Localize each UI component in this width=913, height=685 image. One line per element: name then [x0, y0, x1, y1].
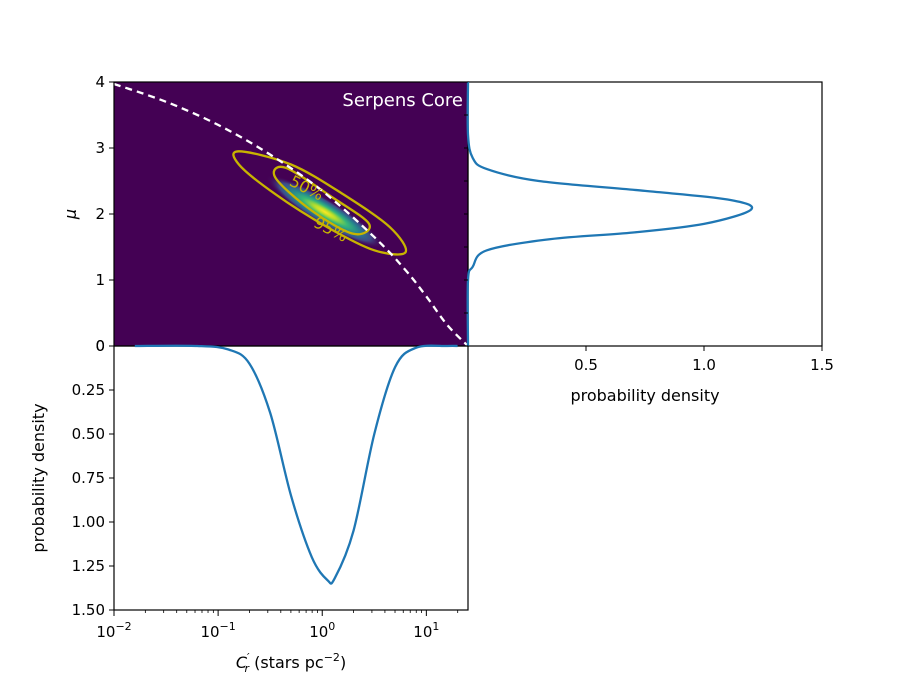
right-x-label: probability density [570, 386, 719, 405]
bottom-y-tick-label: 1.25 [72, 557, 105, 575]
right-x-ticks: 0.5 1.0 1.5 [464, 81, 834, 374]
bottom-y-tick-label: 0.75 [72, 469, 105, 487]
panel-title: Serpens Core [342, 90, 463, 111]
main-y-tick-label: 2 [95, 205, 105, 223]
posterior-density [266, 175, 384, 249]
constraint-curve [114, 82, 468, 346]
bottom-y-tick-label: 1.50 [72, 601, 105, 619]
bottom-y-tick-label: 0.25 [72, 381, 105, 399]
bottom-x-tick-label: 101 [413, 620, 439, 641]
contour-95 [232, 150, 408, 256]
contour-50 [272, 165, 371, 236]
bottom-x-tick-label: 100 [309, 620, 335, 641]
bottom-x-tick-label: 10−2 [96, 620, 131, 641]
right-x-tick-label: 1.0 [692, 356, 716, 374]
bottom-x-tick-label: 10−1 [200, 620, 235, 641]
main-y-tick-label: 0 [95, 337, 105, 355]
bottom-x-ticks: 10−2 10−1 100 101 [96, 610, 459, 641]
bottom-y-tick-label: 0.50 [72, 425, 105, 443]
right-x-tick-label: 0.5 [574, 356, 598, 374]
mu-marginal-curve [466, 81, 754, 347]
main-y-tick-label: 3 [95, 139, 105, 157]
bottom-y-label: probability density [29, 403, 48, 552]
bottom-frame [113, 345, 469, 611]
right-frame [467, 81, 823, 347]
bottom-y-tick-label: 0 [95, 337, 105, 355]
main-y-tick-label: 1 [95, 271, 105, 289]
main-y-tick-label: 4 [95, 73, 105, 91]
cr-marginal-curve [134, 344, 458, 585]
main-y-ticks: 0 1 2 3 4 [95, 73, 114, 355]
bottom-y-tick-label: 1.00 [72, 513, 105, 531]
bottom-x-label: C′ r (stars pc−2) [236, 651, 346, 675]
heatmap-background [114, 82, 468, 346]
bottom-y-ticks: 0 0.25 0.50 0.75 1.00 1.25 1.50 [72, 337, 114, 619]
right-x-tick-label: 1.5 [810, 356, 834, 374]
mu-axis-label: μ [61, 209, 80, 220]
